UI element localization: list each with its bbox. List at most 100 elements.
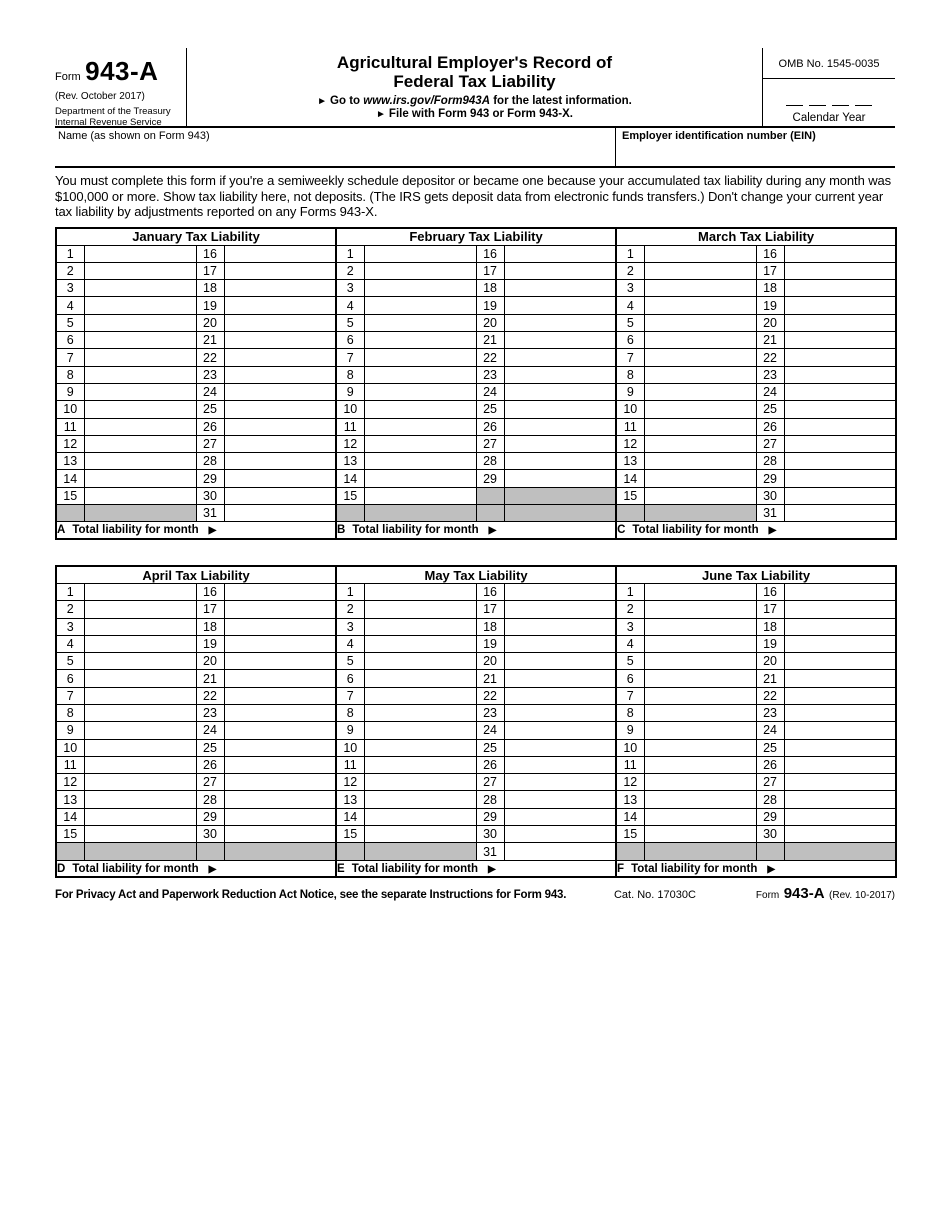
liability-entry-cell[interactable] bbox=[503, 261, 617, 281]
liability-entry-cell[interactable] bbox=[83, 686, 197, 706]
liability-entry-cell[interactable] bbox=[643, 469, 757, 488]
liability-entry-cell[interactable] bbox=[643, 703, 757, 723]
liability-entry-cell[interactable] bbox=[83, 634, 197, 654]
liability-entry-cell[interactable] bbox=[223, 434, 337, 454]
name-input-area[interactable]: Name (as shown on Form 943) bbox=[55, 128, 615, 166]
liability-entry-cell[interactable] bbox=[223, 313, 337, 333]
liability-entry-cell[interactable] bbox=[643, 807, 757, 827]
liability-entry-cell[interactable] bbox=[503, 807, 617, 827]
liability-entry-cell[interactable] bbox=[223, 652, 337, 671]
liability-entry-cell[interactable] bbox=[643, 348, 757, 367]
liability-entry-cell[interactable] bbox=[783, 773, 897, 792]
liability-entry-cell[interactable] bbox=[83, 807, 197, 827]
liability-entry-cell[interactable] bbox=[503, 773, 617, 792]
month-total-row[interactable]: E Total liability for month ▶ bbox=[335, 859, 617, 878]
liability-entry-cell[interactable] bbox=[363, 486, 477, 506]
liability-entry-cell[interactable] bbox=[223, 669, 337, 688]
liability-entry-cell[interactable] bbox=[503, 652, 617, 671]
liability-entry-cell[interactable] bbox=[643, 600, 757, 619]
liability-entry-cell[interactable] bbox=[783, 652, 897, 671]
calendar-year-digit-blank[interactable] bbox=[809, 97, 826, 106]
liability-entry-cell[interactable] bbox=[503, 365, 617, 384]
calendar-year-digit-blank[interactable] bbox=[855, 97, 872, 106]
liability-entry-cell[interactable] bbox=[223, 807, 337, 827]
liability-entry-cell[interactable] bbox=[783, 669, 897, 688]
liability-entry-cell[interactable] bbox=[223, 686, 337, 706]
liability-entry-cell[interactable] bbox=[83, 652, 197, 671]
liability-entry-cell[interactable] bbox=[223, 452, 337, 471]
liability-entry-cell[interactable] bbox=[83, 279, 197, 298]
liability-entry-cell[interactable] bbox=[503, 790, 617, 809]
liability-entry-cell[interactable] bbox=[83, 400, 197, 419]
liability-entry-cell[interactable] bbox=[643, 261, 757, 281]
liability-entry-cell[interactable] bbox=[503, 279, 617, 298]
liability-entry-cell[interactable] bbox=[83, 296, 197, 315]
liability-entry-cell[interactable] bbox=[363, 400, 477, 419]
liability-entry-cell[interactable] bbox=[643, 486, 757, 506]
liability-entry-cell[interactable] bbox=[503, 348, 617, 367]
liability-entry-cell[interactable] bbox=[783, 617, 897, 636]
liability-entry-cell[interactable] bbox=[783, 825, 897, 844]
liability-entry-cell[interactable] bbox=[363, 669, 477, 688]
calendar-year-digit-blank[interactable] bbox=[786, 97, 803, 106]
liability-entry-cell[interactable] bbox=[643, 825, 757, 844]
liability-entry-cell[interactable] bbox=[503, 469, 617, 488]
liability-entry-cell[interactable] bbox=[83, 755, 197, 775]
liability-entry-cell[interactable] bbox=[223, 279, 337, 298]
liability-entry-cell[interactable] bbox=[643, 721, 757, 740]
liability-entry-cell[interactable] bbox=[643, 417, 757, 436]
liability-entry-cell[interactable] bbox=[503, 669, 617, 688]
liability-entry-cell[interactable] bbox=[503, 703, 617, 723]
liability-entry-cell[interactable] bbox=[83, 825, 197, 844]
liability-entry-cell[interactable] bbox=[643, 452, 757, 471]
liability-entry-cell[interactable] bbox=[643, 686, 757, 706]
liability-entry-cell[interactable] bbox=[363, 296, 477, 315]
liability-entry-cell[interactable] bbox=[503, 382, 617, 402]
liability-entry-cell[interactable] bbox=[363, 244, 477, 263]
liability-entry-cell[interactable] bbox=[503, 634, 617, 654]
liability-entry-cell[interactable] bbox=[363, 738, 477, 757]
liability-entry-cell[interactable] bbox=[363, 807, 477, 827]
liability-entry-cell[interactable] bbox=[643, 652, 757, 671]
liability-entry-cell[interactable] bbox=[83, 469, 197, 488]
liability-entry-cell[interactable] bbox=[503, 417, 617, 436]
liability-entry-cell[interactable] bbox=[223, 721, 337, 740]
liability-entry-cell[interactable] bbox=[643, 738, 757, 757]
liability-entry-cell[interactable] bbox=[503, 296, 617, 315]
liability-entry-cell[interactable] bbox=[363, 331, 477, 350]
liability-entry-cell[interactable] bbox=[783, 504, 897, 523]
liability-entry-cell[interactable] bbox=[83, 582, 197, 602]
liability-entry-cell[interactable] bbox=[363, 313, 477, 333]
irs-url-link[interactable]: www.irs.gov/Form943A bbox=[363, 95, 491, 108]
liability-entry-cell[interactable] bbox=[783, 686, 897, 706]
liability-entry-cell[interactable] bbox=[503, 738, 617, 757]
liability-entry-cell[interactable] bbox=[783, 279, 897, 298]
liability-entry-cell[interactable] bbox=[223, 382, 337, 402]
liability-entry-cell[interactable] bbox=[643, 669, 757, 688]
liability-entry-cell[interactable] bbox=[503, 582, 617, 602]
liability-entry-cell[interactable] bbox=[223, 417, 337, 436]
liability-entry-cell[interactable] bbox=[783, 382, 897, 402]
liability-entry-cell[interactable] bbox=[783, 790, 897, 809]
liability-entry-cell[interactable] bbox=[83, 331, 197, 350]
liability-entry-cell[interactable] bbox=[83, 365, 197, 384]
liability-entry-cell[interactable] bbox=[363, 582, 477, 602]
liability-entry-cell[interactable] bbox=[643, 434, 757, 454]
liability-entry-cell[interactable] bbox=[363, 469, 477, 488]
liability-entry-cell[interactable] bbox=[363, 825, 477, 844]
liability-entry-cell[interactable] bbox=[223, 634, 337, 654]
liability-entry-cell[interactable] bbox=[363, 434, 477, 454]
liability-entry-cell[interactable] bbox=[223, 296, 337, 315]
liability-entry-cell[interactable] bbox=[363, 652, 477, 671]
liability-entry-cell[interactable] bbox=[223, 261, 337, 281]
liability-entry-cell[interactable] bbox=[783, 313, 897, 333]
liability-entry-cell[interactable] bbox=[83, 348, 197, 367]
month-total-row[interactable]: C Total liability for month ▶ bbox=[615, 521, 897, 540]
liability-entry-cell[interactable] bbox=[643, 244, 757, 263]
liability-entry-cell[interactable] bbox=[223, 600, 337, 619]
liability-entry-cell[interactable] bbox=[503, 686, 617, 706]
liability-entry-cell[interactable] bbox=[83, 600, 197, 619]
liability-entry-cell[interactable] bbox=[783, 417, 897, 436]
liability-entry-cell[interactable] bbox=[83, 382, 197, 402]
liability-entry-cell[interactable] bbox=[643, 634, 757, 654]
